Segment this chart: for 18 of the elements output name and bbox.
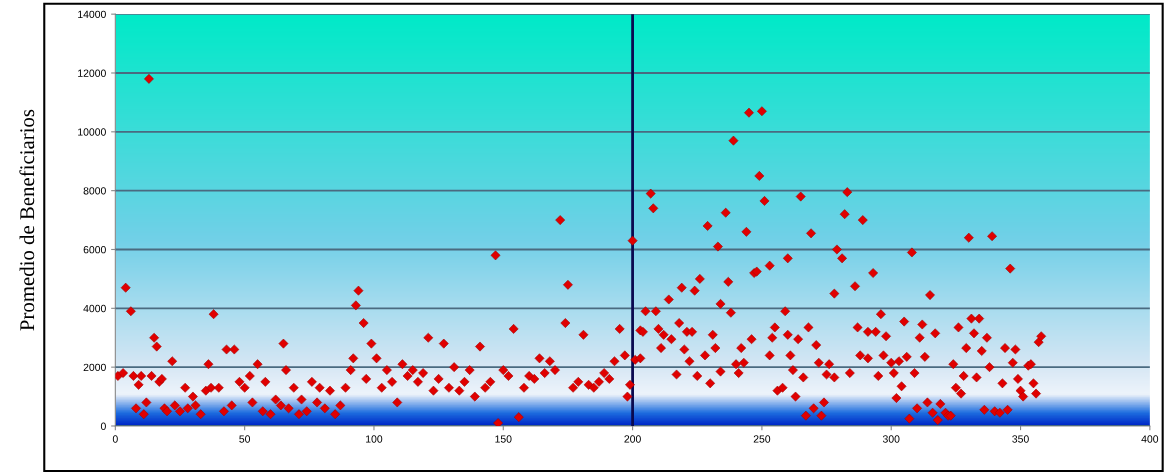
x-tick-label: 300	[882, 435, 900, 443]
y-tick-label: 12000	[78, 69, 106, 77]
y-axis-title: Promedio de Beneficiarios	[19, 109, 35, 331]
x-tick-label: 250	[753, 435, 771, 443]
y-tick-label: 0	[100, 422, 106, 430]
x-tick-label: 350	[1012, 435, 1029, 443]
y-tick-label: 6000	[83, 245, 106, 254]
x-tick-label: 150	[495, 435, 512, 443]
y-tick-label: 2000	[83, 363, 106, 372]
y-tick-label: 14000	[78, 10, 106, 19]
y-tick-label: 10000	[78, 128, 106, 136]
y-tick-label: 4000	[83, 304, 106, 313]
x-tick-label: 50	[239, 435, 251, 443]
x-tick-label: 400	[1141, 435, 1159, 443]
x-tick-label: 100	[366, 435, 383, 443]
x-tick-label: 0	[112, 435, 118, 443]
x-tick-label: 200	[624, 435, 641, 443]
y-tick-label: 8000	[83, 187, 106, 195]
